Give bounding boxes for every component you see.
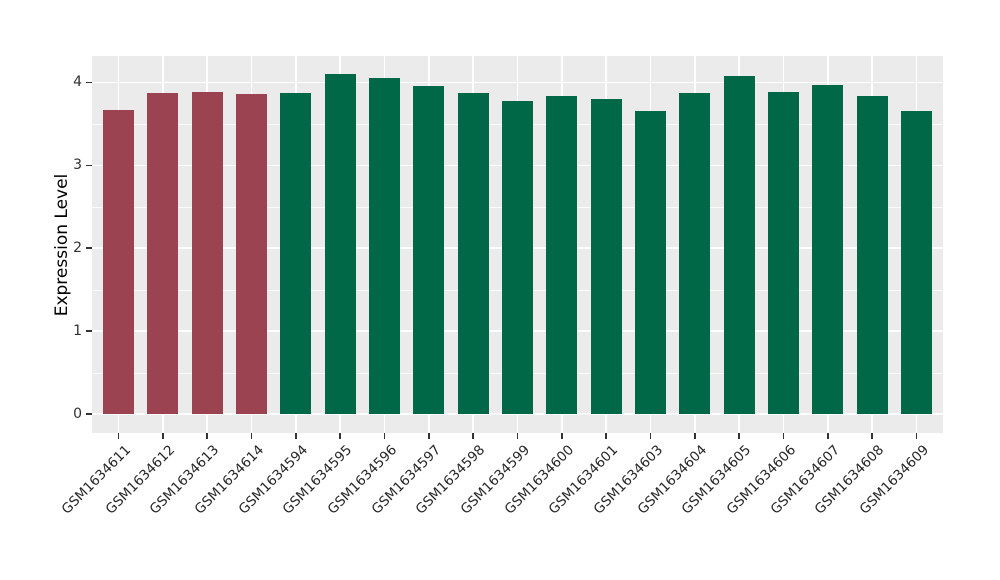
x-axis-tick: [605, 433, 607, 439]
y-tick-label: 0: [73, 406, 82, 422]
bar-GSM1634611: [103, 109, 135, 414]
x-axis-tick: [162, 433, 164, 439]
x-axis-tick: [428, 433, 430, 439]
x-axis-tick: [738, 433, 740, 439]
x-axis-tick: [782, 433, 785, 439]
x-axis-tick: [339, 433, 341, 439]
bar-GSM1634614: [236, 94, 268, 414]
bar-GSM1634594: [280, 93, 312, 414]
x-axis-tick: [516, 433, 519, 439]
x-axis-tick: [250, 433, 253, 439]
x-axis-tick: [694, 433, 696, 439]
bar-GSM1634603: [634, 110, 666, 414]
bar-GSM1634608: [856, 96, 888, 414]
bar-GSM1634597: [413, 85, 445, 414]
x-axis-tick: [117, 433, 120, 439]
x-axis-tick: [472, 433, 474, 439]
bar-GSM1634596: [369, 78, 401, 414]
plot-panel: [92, 56, 943, 433]
y-axis-tick: [86, 247, 92, 249]
x-axis-tick: [915, 433, 918, 439]
bar-GSM1634598: [457, 93, 489, 414]
bar-GSM1634604: [679, 93, 711, 414]
y-tick-label: 2: [73, 240, 82, 257]
bar-GSM1634609: [900, 110, 932, 414]
y-tick-label: 3: [73, 157, 82, 174]
y-tick-label: 1: [73, 323, 82, 340]
y-axis-tick: [86, 330, 92, 332]
x-axis-tick: [206, 433, 208, 439]
bar-GSM1634607: [812, 84, 844, 414]
x-axis-tick: [827, 433, 829, 439]
bar-GSM1634600: [546, 96, 578, 414]
x-axis-tick: [383, 433, 386, 439]
bar-GSM1634601: [590, 98, 622, 414]
y-tick-label: 4: [73, 74, 82, 91]
bar-GSM1634605: [723, 75, 755, 414]
x-axis-tick: [295, 433, 297, 439]
y-axis-tick: [86, 413, 92, 415]
y-axis-tick: [86, 81, 92, 84]
bar-GSM1634612: [147, 93, 179, 414]
bar-GSM1634613: [191, 92, 223, 414]
bar-GSM1634606: [767, 92, 799, 414]
bar-GSM1634595: [324, 74, 356, 414]
x-axis-tick: [561, 433, 563, 439]
x-axis-tick: [871, 433, 873, 439]
x-axis-tick: [649, 433, 652, 439]
bar-GSM1634599: [502, 100, 533, 414]
y-axis-tick: [86, 164, 92, 167]
